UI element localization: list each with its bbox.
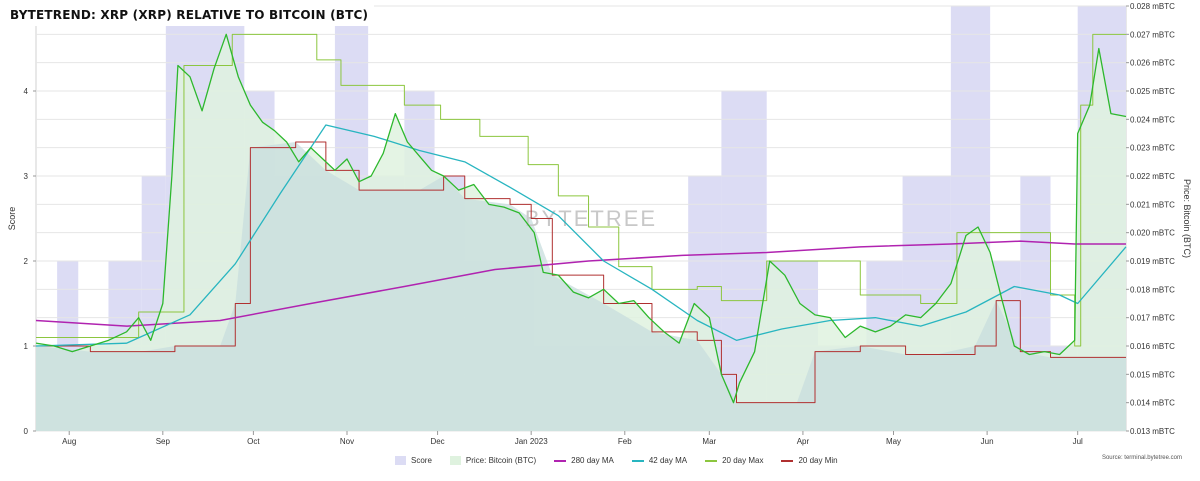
legend-item-ma280[interactable]: 280 day MA [554, 456, 614, 465]
x-tick-label: Oct [247, 437, 260, 446]
legend-label-max20: 20 day Max [722, 456, 764, 465]
y-right-tick-label: 0.024 mBTC [1130, 115, 1175, 124]
x-tick-label: Mar [702, 437, 716, 446]
legend-item-ma42[interactable]: 42 day MA [631, 456, 688, 465]
y-left-tick-label: 4 [24, 87, 29, 96]
legend-swatch-max20 [705, 459, 718, 462]
y-right-tick-label: 0.028 mBTC [1130, 2, 1175, 11]
series-line-280-day-ma [35, 240, 1126, 327]
legend-swatch-ma42 [631, 459, 644, 462]
y-right-tick-label: 0.026 mBTC [1130, 59, 1175, 68]
y-right-axis-title: Price: Bitcoin (BTC) [1182, 179, 1192, 258]
y-left-tick-label: 2 [24, 257, 29, 266]
chart-title: BYTETREND: XRP (XRP) RELATIVE TO BITCOIN… [4, 4, 375, 26]
y-right-tick-label: 0.025 mBTC [1130, 87, 1175, 96]
y-left-tick-label: 0 [24, 427, 29, 436]
y-right-tick-label: 0.014 mBTC [1130, 399, 1175, 408]
y-right-tick-label: 0.013 mBTC [1130, 427, 1175, 436]
legend-swatch-ma280 [554, 459, 567, 462]
y-right-tick-label: 0.018 mBTC [1130, 285, 1175, 294]
legend-swatch-min20 [781, 459, 794, 462]
y-left-axis-title: Score [7, 207, 17, 231]
legend-label-score: Score [411, 456, 432, 465]
legend-item-score[interactable]: Score [395, 456, 432, 465]
legend-item-price[interactable]: Price: Bitcoin (BTC) [449, 456, 537, 465]
x-tick-label: May [886, 437, 901, 446]
legend: Score Price: Bitcoin (BTC) 280 day MA 42… [395, 456, 838, 465]
legend-label-ma42: 42 day MA [648, 456, 688, 465]
x-tick-label: Feb [618, 437, 632, 446]
source-note: Source: terminal.bytetree.com [1101, 455, 1182, 461]
y-right-tick-label: 0.023 mBTC [1130, 144, 1175, 153]
x-tick-label: Dec [430, 437, 444, 446]
legend-item-max20[interactable]: 20 day Max [705, 456, 763, 465]
series-line-20-day-min [36, 141, 1126, 404]
y-left-tick-label: 1 [24, 342, 29, 351]
x-tick-label: Apr [797, 437, 810, 446]
x-tick-label: Aug [62, 437, 76, 446]
x-tick-label: Sep [156, 437, 171, 446]
y-right-tick-label: 0.027 mBTC [1130, 30, 1175, 39]
legend-item-min20[interactable]: 20 day Min [781, 456, 838, 465]
x-tick-label: Jul [1073, 437, 1083, 446]
y-right-tick-label: 0.017 mBTC [1130, 314, 1175, 323]
legend-label-price: Price: Bitcoin (BTC) [465, 456, 537, 465]
legend-swatch-score [395, 456, 406, 465]
x-tick-label: Jun [981, 437, 994, 446]
series-line-20-day-max [36, 33, 1126, 347]
y-left-tick-label: 3 [24, 172, 29, 181]
legend-label-ma280: 280 day MA [571, 456, 614, 465]
series-line-price [35, 33, 1127, 404]
y-right-tick-label: 0.015 mBTC [1130, 370, 1175, 379]
x-tick-label: Nov [340, 437, 354, 446]
y-right-tick-label: 0.019 mBTC [1130, 257, 1175, 266]
y-right-tick-label: 0.021 mBTC [1130, 200, 1175, 209]
y-right-tick-label: 0.020 mBTC [1130, 229, 1175, 238]
y-right-tick-label: 0.022 mBTC [1130, 172, 1175, 181]
x-tick-label: Jan 2023 [515, 437, 548, 446]
y-right-tick-label: 0.016 mBTC [1130, 342, 1175, 351]
series-line-42-day-ma [35, 124, 1127, 347]
legend-swatch-price [449, 456, 461, 465]
min-overlap-area [36, 142, 1126, 431]
legend-label-min20: 20 day Min [798, 456, 838, 465]
